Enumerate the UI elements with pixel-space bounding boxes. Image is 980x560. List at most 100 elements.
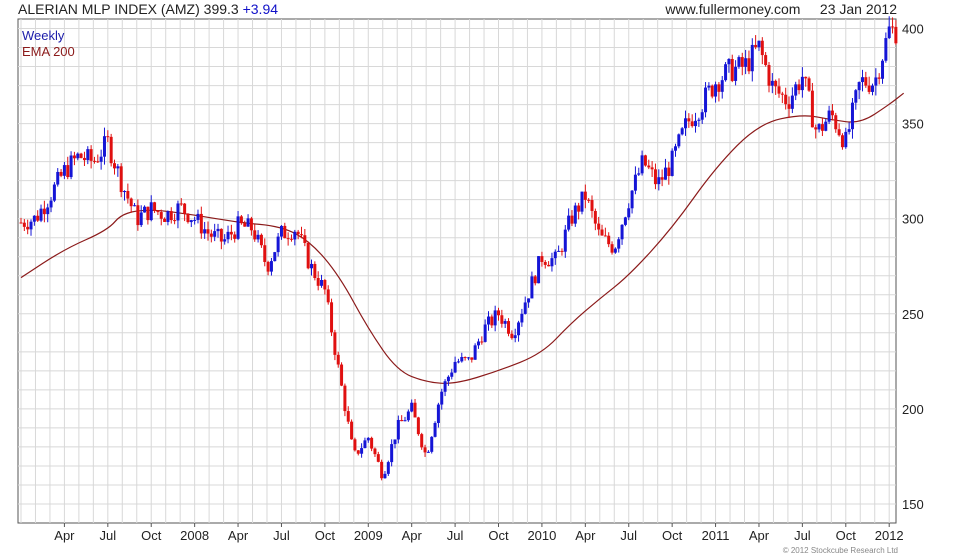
candle-up bbox=[704, 87, 708, 113]
candle-up bbox=[102, 136, 106, 157]
plot-frame bbox=[17, 18, 897, 524]
candle-down bbox=[316, 278, 320, 286]
candle-down bbox=[730, 59, 734, 81]
candle-up bbox=[737, 57, 741, 67]
legend-ema: EMA 200 bbox=[22, 44, 75, 59]
candle-down bbox=[336, 354, 340, 365]
candle-up bbox=[714, 84, 718, 97]
change-value: +3.94 bbox=[242, 1, 279, 17]
candle-up bbox=[473, 345, 477, 360]
candle-down bbox=[560, 250, 564, 252]
candle-down bbox=[650, 167, 654, 170]
candle-up bbox=[684, 118, 688, 129]
candle-up bbox=[320, 279, 324, 286]
candle-up bbox=[453, 361, 457, 373]
candle-down bbox=[129, 198, 133, 207]
candle-up bbox=[523, 302, 527, 314]
candle-up bbox=[887, 26, 891, 39]
candle-up bbox=[623, 217, 627, 225]
x-tick-label: 2009 bbox=[354, 528, 383, 543]
candle-down bbox=[66, 165, 70, 178]
candle-up bbox=[143, 206, 147, 213]
candle-up bbox=[850, 102, 854, 130]
candle-down bbox=[106, 136, 110, 138]
candle-down bbox=[199, 213, 203, 234]
candle-down bbox=[333, 332, 337, 355]
candle-down bbox=[497, 310, 501, 316]
candle-up bbox=[567, 215, 571, 230]
candle-up bbox=[189, 220, 193, 223]
candle-up bbox=[871, 85, 875, 92]
candle-down bbox=[233, 234, 237, 239]
grid bbox=[18, 19, 896, 523]
candle-down bbox=[463, 357, 467, 359]
candle-down bbox=[96, 161, 100, 163]
candle-up bbox=[860, 77, 864, 83]
candle-up bbox=[640, 155, 644, 174]
candle-down bbox=[266, 261, 270, 272]
candle-up bbox=[673, 146, 677, 151]
candle-up bbox=[580, 191, 584, 212]
candle-down bbox=[343, 385, 347, 412]
candle-down bbox=[373, 448, 377, 455]
candle-down bbox=[500, 315, 504, 324]
candle-up bbox=[620, 224, 624, 240]
candle-up bbox=[393, 439, 397, 445]
y-tick-label: 150 bbox=[902, 497, 924, 512]
candle-down bbox=[787, 104, 791, 109]
candle-up bbox=[483, 324, 487, 342]
candle-up bbox=[824, 121, 828, 131]
candle-up bbox=[29, 221, 33, 230]
candle-down bbox=[543, 261, 547, 265]
candle-up bbox=[707, 85, 711, 88]
candle-up bbox=[720, 80, 724, 92]
candle-down bbox=[112, 163, 116, 169]
candle-down bbox=[286, 238, 290, 240]
candle-down bbox=[186, 213, 190, 223]
candle-down bbox=[229, 231, 233, 235]
candle-down bbox=[547, 264, 551, 267]
x-tick-label: 2012 bbox=[875, 528, 904, 543]
candle-up bbox=[530, 276, 534, 299]
candle-down bbox=[603, 235, 607, 237]
candle-up bbox=[139, 212, 143, 226]
candle-up bbox=[724, 64, 728, 81]
candle-down bbox=[126, 191, 130, 199]
candle-up bbox=[627, 208, 631, 218]
candle-up bbox=[279, 225, 283, 237]
candle-down bbox=[179, 203, 183, 205]
chart-date: 23 Jan 2012 bbox=[819, 1, 897, 17]
candle-up bbox=[794, 84, 798, 96]
candle-up bbox=[550, 258, 554, 267]
candle-up bbox=[537, 256, 541, 284]
x-tick-label: Oct bbox=[141, 528, 162, 543]
candle-down bbox=[330, 302, 334, 333]
y-tick-label: 250 bbox=[902, 307, 924, 322]
candle-up bbox=[363, 440, 367, 449]
x-tick-label: Apr bbox=[402, 528, 423, 543]
candle-up bbox=[844, 131, 848, 148]
candle-down bbox=[423, 447, 427, 453]
candle-down bbox=[533, 276, 537, 284]
x-tick-label: Apr bbox=[575, 528, 596, 543]
candle-down bbox=[784, 94, 788, 105]
candle-down bbox=[577, 205, 581, 212]
candle-up bbox=[503, 321, 507, 324]
candle-up bbox=[406, 411, 410, 421]
candle-up bbox=[630, 190, 634, 209]
candle-up bbox=[817, 124, 821, 130]
candle-up bbox=[657, 177, 661, 185]
candle-up bbox=[440, 391, 444, 405]
candle-down bbox=[777, 86, 781, 94]
candle-down bbox=[59, 171, 63, 176]
candle-down bbox=[420, 434, 424, 448]
candle-down bbox=[173, 220, 177, 222]
x-tick-label: Apr bbox=[228, 528, 249, 543]
candle-up bbox=[573, 205, 577, 224]
candle-up bbox=[553, 251, 557, 259]
candle-up bbox=[403, 420, 407, 422]
candle-down bbox=[894, 26, 898, 44]
candle-up bbox=[827, 110, 831, 122]
candle-up bbox=[677, 134, 681, 147]
candle-up bbox=[360, 448, 364, 454]
